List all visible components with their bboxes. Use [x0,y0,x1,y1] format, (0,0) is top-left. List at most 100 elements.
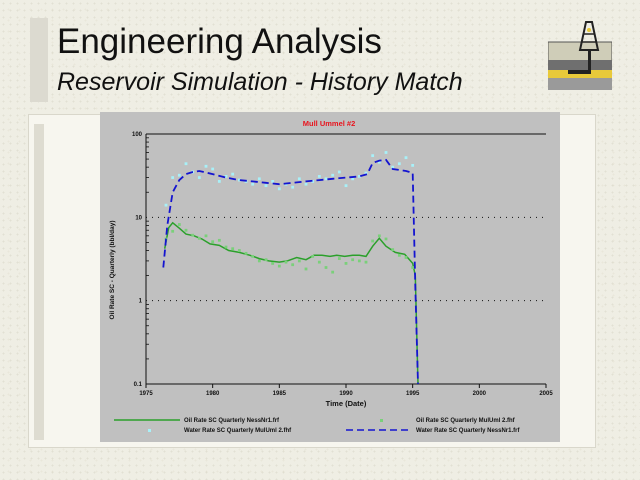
data-point [324,266,328,269]
data-point [224,245,228,249]
legend-label: Oil Rate SC Quarterly MulUml 2.fhf [416,418,516,424]
history-match-chart: Mull Ummel #2 Oil Rate SC - Quarterly (b… [100,112,560,442]
data-point [337,257,341,260]
data-point [304,182,308,186]
slide-subtitle: Reservoir Simulation - History Match [57,68,463,96]
data-point [411,163,415,167]
data-point [291,185,295,189]
slide-title: Engineering Analysis [57,22,382,61]
data-point [411,266,415,269]
data-point [317,260,321,264]
data-point [297,177,301,181]
legend-label: Water Rate SC Quarterly MulUml 2.fhf [184,428,292,434]
data-point [231,172,235,176]
data-point [237,178,241,182]
data-point [244,251,248,255]
y-tick-label: 10 [135,215,142,221]
data-point [344,184,348,188]
data-point [191,233,195,237]
data-point [297,259,301,263]
data-point [264,184,268,188]
data-point [217,179,221,183]
data-point [364,171,368,175]
chart-title: Mull Ummel #2 [303,119,356,128]
data-point [364,260,368,264]
data-point [264,258,268,262]
data-point [237,249,241,252]
y-tick-label: 100 [132,132,143,138]
data-point [184,162,188,166]
x-tick-label: 1985 [273,391,287,397]
x-tick-label: 2000 [473,391,487,397]
series-layer [162,151,419,385]
data-point [257,177,261,181]
data-point [404,256,408,259]
data-point [291,263,295,267]
data-point [211,240,215,244]
series-line [162,158,419,385]
data-point [224,174,228,178]
oil-derrick-reservoir-icon [548,21,612,90]
data-point [377,234,381,238]
data-point [164,203,168,207]
x-tick-label: 1995 [406,391,420,397]
data-point [384,151,388,154]
data-point [257,259,261,263]
legend-swatch [380,419,383,422]
data-point [357,259,361,263]
x-tick-label: 1975 [139,391,153,397]
data-point [357,174,361,178]
data-point [171,229,175,233]
data-point [371,154,375,158]
data-point [344,262,348,265]
x-tick-label: 1990 [339,391,353,397]
data-point [171,176,175,179]
data-point [284,260,288,264]
data-point [217,238,221,242]
data-point [377,160,381,164]
y-tick-label: 0.1 [134,382,143,388]
data-point [204,234,208,238]
x-tick-label: 2005 [539,391,553,397]
data-point [351,258,355,262]
data-point [211,167,215,171]
data-point [177,223,181,226]
data-point [204,164,208,168]
data-point [271,179,275,183]
data-point [277,264,281,268]
data-point [404,156,408,160]
data-point [397,162,401,166]
title-accent-bar [30,18,48,102]
legend: Oil Rate SC Quarterly NessNr1.frf Oil Rat… [114,418,520,434]
data-point [177,173,181,177]
data-point [304,267,308,271]
data-point [251,182,255,186]
legend-label: Water Rate SC Quarterly NessNr1.frf [416,428,520,434]
data-point [324,177,328,181]
data-point [391,165,395,169]
data-point [371,239,375,243]
y-tick-label: 1 [139,299,143,305]
data-point [337,170,341,174]
data-point [391,248,395,252]
legend-swatch [148,429,151,432]
legend-label: Oil Rate SC Quarterly NessNr1.frf [184,418,280,424]
data-point [351,177,355,181]
data-point [311,179,315,183]
data-point [384,237,388,241]
data-point [197,236,201,240]
data-point [317,174,321,178]
data-point [184,228,188,232]
axes: 0.1 1 10 100 1975 1980 1985 1990 1995 2000 2005 [132,132,553,397]
data-point [277,187,281,191]
data-point [231,247,235,251]
data-point [251,254,255,258]
plot-background [100,112,560,442]
y-axis-label: Oil Rate SC - Quarterly (bbl/day) [109,221,116,320]
data-point [197,176,201,179]
panel-accent-strip [34,124,44,440]
x-axis-label: Time (Date) [326,399,367,408]
data-point [271,262,275,265]
x-tick-label: 1980 [206,391,220,397]
data-point [331,270,335,274]
